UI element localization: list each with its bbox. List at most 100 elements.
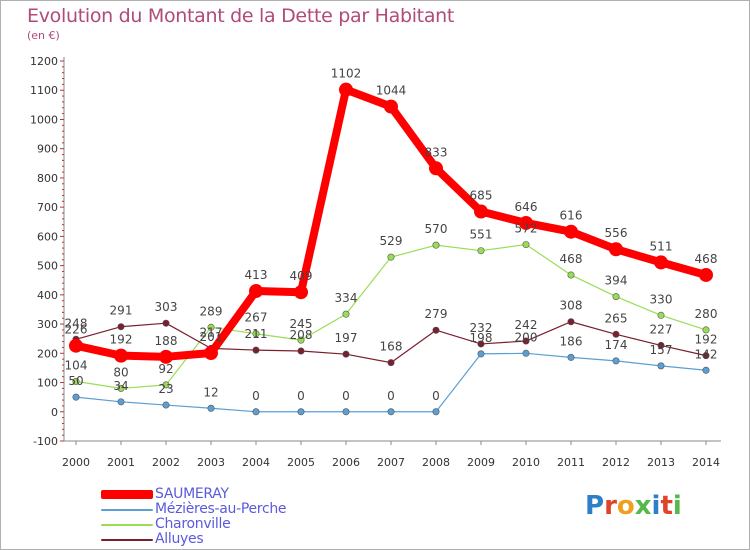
data-label: 833 bbox=[425, 145, 448, 159]
series-point-1 bbox=[567, 353, 575, 361]
series-point-0 bbox=[474, 204, 488, 219]
series-point-1 bbox=[252, 408, 260, 416]
series-point-0 bbox=[429, 161, 443, 176]
series-point-0 bbox=[249, 284, 263, 299]
series-point-0 bbox=[384, 99, 398, 114]
data-label: 280 bbox=[695, 307, 718, 321]
data-label: 394 bbox=[605, 274, 628, 288]
data-label: 1102 bbox=[331, 67, 362, 81]
series-point-1 bbox=[72, 393, 80, 401]
series-point-1 bbox=[162, 401, 170, 409]
series-point-2 bbox=[612, 293, 620, 301]
series-point-0 bbox=[69, 338, 83, 353]
y-tick-label: 900 bbox=[37, 143, 58, 156]
logo-letter: i bbox=[651, 491, 661, 521]
data-label: 226 bbox=[65, 323, 88, 337]
data-label: 646 bbox=[515, 200, 538, 214]
x-tick-label: 2011 bbox=[557, 456, 585, 469]
series-point-0 bbox=[609, 242, 623, 257]
series-point-3 bbox=[432, 326, 440, 334]
data-label: 468 bbox=[695, 252, 718, 266]
series-point-2 bbox=[432, 241, 440, 249]
series-point-2 bbox=[567, 271, 575, 279]
series-point-1 bbox=[657, 362, 665, 370]
data-label: 198 bbox=[470, 331, 493, 345]
y-tick-label: 1000 bbox=[30, 113, 58, 126]
data-label: 186 bbox=[560, 334, 583, 348]
y-tick-label: 1100 bbox=[30, 84, 58, 97]
legend-swatch bbox=[101, 523, 153, 526]
logo-letter: x bbox=[634, 491, 652, 521]
data-label: 104 bbox=[65, 358, 88, 372]
data-label: 197 bbox=[335, 331, 358, 345]
series-point-3 bbox=[252, 346, 260, 354]
series-point-2 bbox=[342, 310, 350, 318]
data-label: 511 bbox=[650, 239, 673, 253]
y-tick-label: 400 bbox=[37, 289, 58, 302]
series-point-2 bbox=[72, 377, 80, 385]
series-point-1 bbox=[432, 408, 440, 416]
data-label: 0 bbox=[432, 389, 440, 403]
logo-letter: t bbox=[660, 491, 673, 521]
data-label: 468 bbox=[560, 252, 583, 266]
x-tick-label: 2010 bbox=[512, 456, 540, 469]
series-point-1 bbox=[477, 350, 485, 358]
series-point-3 bbox=[162, 319, 170, 327]
series-point-2 bbox=[162, 381, 170, 389]
data-label: 308 bbox=[560, 299, 583, 313]
series-point-0 bbox=[294, 285, 308, 300]
data-label: 248 bbox=[65, 316, 88, 330]
legend-label: Mézières-au-Perche bbox=[155, 501, 287, 517]
x-tick-label: 2001 bbox=[107, 456, 135, 469]
y-tick-label: -100 bbox=[33, 435, 58, 448]
data-label: 330 bbox=[650, 292, 673, 306]
x-tick-label: 2009 bbox=[467, 456, 495, 469]
y-tick-label: 1200 bbox=[30, 55, 58, 68]
series-point-1 bbox=[612, 357, 620, 365]
x-tick-label: 2007 bbox=[377, 456, 405, 469]
x-tick-label: 2012 bbox=[602, 456, 630, 469]
x-tick-label: 2014 bbox=[692, 456, 720, 469]
series-point-2 bbox=[252, 330, 260, 338]
y-tick-label: 300 bbox=[37, 318, 58, 331]
legend: SAUMERAY Mézières-au-Perche Charonville All… bbox=[101, 486, 287, 547]
x-tick-label: 2000 bbox=[62, 456, 90, 469]
data-label: 289 bbox=[200, 304, 223, 318]
data-label: 556 bbox=[605, 226, 628, 240]
data-label: 0 bbox=[387, 389, 395, 403]
data-label: 291 bbox=[110, 304, 133, 318]
series-point-0 bbox=[564, 224, 578, 239]
data-label: 0 bbox=[297, 389, 305, 403]
data-label: 0 bbox=[342, 389, 350, 403]
x-tick-label: 2013 bbox=[647, 456, 675, 469]
data-label: 242 bbox=[515, 318, 538, 332]
data-label: 211 bbox=[245, 327, 268, 341]
x-tick-label: 2003 bbox=[197, 456, 225, 469]
data-label: 157 bbox=[650, 343, 673, 357]
data-label: 245 bbox=[290, 317, 313, 331]
data-label: 208 bbox=[290, 328, 313, 342]
series-point-2 bbox=[657, 311, 665, 319]
data-label: 334 bbox=[335, 291, 358, 305]
series-point-2 bbox=[297, 336, 305, 344]
y-tick-label: 600 bbox=[37, 230, 58, 243]
legend-label: SAUMERAY bbox=[155, 486, 229, 502]
data-label: 192 bbox=[695, 333, 718, 347]
data-label: 265 bbox=[605, 311, 628, 325]
x-tick-label: 2004 bbox=[242, 456, 270, 469]
series-point-2 bbox=[522, 241, 530, 249]
data-label: 12 bbox=[203, 385, 218, 399]
series-point-2 bbox=[702, 326, 710, 334]
unit-label: (en €) bbox=[27, 29, 60, 42]
data-label: 50 bbox=[68, 374, 83, 388]
x-tick-label: 2008 bbox=[422, 456, 450, 469]
x-tick-label: 2005 bbox=[287, 456, 315, 469]
data-label: 279 bbox=[425, 307, 448, 321]
series-point-1 bbox=[207, 404, 215, 412]
legend-label: Charonville bbox=[155, 516, 231, 532]
series-point-3 bbox=[342, 350, 350, 358]
series-point-3 bbox=[612, 330, 620, 338]
data-label: 409 bbox=[290, 269, 313, 283]
logo-letter: i bbox=[672, 491, 682, 521]
